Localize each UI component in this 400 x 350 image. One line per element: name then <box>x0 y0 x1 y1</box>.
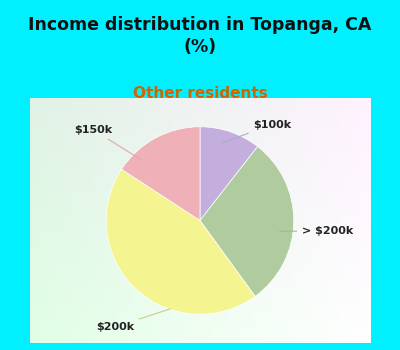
Wedge shape <box>106 169 255 314</box>
Wedge shape <box>200 127 258 220</box>
Text: $150k: $150k <box>74 125 142 160</box>
Wedge shape <box>200 147 294 296</box>
Text: Other residents: Other residents <box>133 86 267 101</box>
Text: $100k: $100k <box>222 120 292 143</box>
Wedge shape <box>122 127 200 220</box>
Text: > $200k: > $200k <box>280 226 354 236</box>
Text: $200k: $200k <box>96 309 171 332</box>
Text: Income distribution in Topanga, CA
(%): Income distribution in Topanga, CA (%) <box>28 16 372 56</box>
